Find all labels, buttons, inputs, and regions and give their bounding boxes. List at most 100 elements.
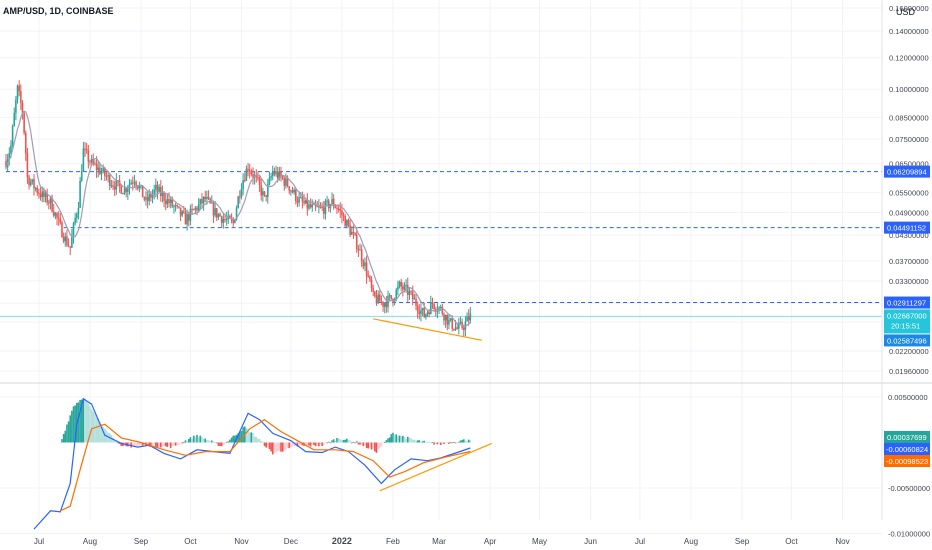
- moving-average-line: [5, 110, 471, 328]
- candle-body: [362, 261, 365, 267]
- price-tick-label: 0.07500000: [889, 135, 929, 144]
- candle-body: [410, 291, 412, 293]
- histogram-bar: [438, 442, 440, 444]
- histogram-bar: [248, 432, 251, 443]
- histogram-bar: [263, 442, 266, 447]
- candle-body: [16, 85, 19, 100]
- histogram-bar: [99, 422, 101, 443]
- candle-body: [416, 305, 419, 312]
- macd-trendline-segment[interactable]: [379, 442, 492, 492]
- histogram-bar: [155, 442, 157, 447]
- histogram-bar: [420, 441, 422, 443]
- candle-body: [10, 145, 12, 153]
- histogram-bar: [173, 442, 175, 446]
- histogram-bar: [191, 438, 193, 443]
- candle-body: [44, 193, 47, 197]
- candle-body: [456, 327, 458, 329]
- candle-body: [131, 182, 134, 184]
- candle-body: [166, 199, 169, 204]
- candle-body: [5, 161, 7, 168]
- histogram-bar: [467, 439, 470, 443]
- level-3-label-bg: [884, 296, 930, 309]
- candle-body: [169, 199, 172, 203]
- histogram-bar: [326, 442, 328, 444]
- candle-body: [276, 171, 279, 179]
- macd-trendline[interactable]: [379, 442, 492, 492]
- candle-body: [263, 191, 266, 196]
- histogram-bar: [255, 437, 258, 443]
- histogram-bar: [332, 439, 335, 443]
- candle-body: [369, 276, 371, 280]
- histogram-bar: [90, 409, 93, 443]
- time-tick-label: Jul: [34, 537, 44, 546]
- histogram-bar: [202, 438, 205, 443]
- time-tick-label: Nov: [234, 537, 248, 546]
- price-tick-label: 0.16000000: [889, 4, 929, 13]
- price-tick-label: 0.10000000: [889, 85, 929, 94]
- candle-body: [173, 206, 175, 208]
- candle-body: [355, 234, 358, 250]
- candle-body: [224, 218, 226, 220]
- candle-body: [66, 236, 68, 246]
- histogram-bar: [458, 441, 460, 443]
- histogram-bar: [278, 442, 281, 452]
- histogram-bar: [428, 441, 430, 443]
- price-tick-label: 0.12000000: [889, 54, 929, 63]
- candle-body: [306, 199, 309, 209]
- candle-body: [451, 318, 454, 329]
- candle-body: [74, 218, 76, 224]
- histogram-bar: [397, 436, 399, 443]
- histogram-bar: [299, 442, 302, 446]
- candle-body: [397, 286, 399, 290]
- histogram-bar: [342, 439, 345, 443]
- histogram-bar: [321, 442, 323, 447]
- candle-body: [250, 172, 253, 175]
- price-trendline[interactable]: [373, 318, 482, 341]
- signal-value-bg: [884, 455, 930, 467]
- candle-body: [107, 175, 109, 177]
- candle-body: [155, 184, 157, 190]
- candle-body: [127, 188, 129, 192]
- candle-body: [29, 181, 32, 186]
- candle-body: [346, 220, 348, 227]
- level-2-label-bg: [884, 221, 930, 234]
- candle-body: [286, 178, 289, 187]
- histogram-bar: [451, 442, 454, 444]
- histogram-bar: [242, 427, 244, 443]
- macd-line: [33, 397, 471, 530]
- candle-body: [24, 132, 27, 154]
- candle-body: [425, 314, 427, 318]
- candle-body: [367, 275, 370, 277]
- candle-body: [143, 197, 146, 200]
- horizontal-levels[interactable]: [6, 171, 882, 304]
- price-tick-label: 0.08500000: [889, 113, 929, 122]
- candle-body: [71, 235, 73, 248]
- histogram-bar: [100, 423, 103, 443]
- histogram-bar: [250, 432, 253, 443]
- histogram-bar: [80, 399, 83, 443]
- candle-body: [56, 213, 58, 218]
- candle-body: [138, 185, 141, 189]
- time-tick-label: Oct: [184, 537, 197, 546]
- candle-body: [359, 249, 361, 251]
- histogram-bar: [171, 442, 174, 447]
- macd-axis[interactable]: 0.00500000 -0.00500000 -0.01000000: [888, 393, 930, 539]
- histogram-bar: [406, 436, 409, 443]
- histogram-bar: [64, 430, 67, 443]
- candle-body: [318, 206, 320, 208]
- histogram-bar: [252, 433, 254, 443]
- candle-body: [319, 206, 322, 208]
- histogram-bar: [222, 442, 225, 445]
- histogram-bar: [336, 438, 338, 443]
- histogram-bar: [331, 440, 333, 443]
- price-trendline-segment[interactable]: [373, 318, 482, 341]
- histogram-bar: [387, 438, 389, 443]
- histogram-value-bg: [884, 431, 930, 443]
- candle-body: [322, 207, 325, 214]
- candle-body: [20, 91, 22, 103]
- candle-body: [206, 196, 208, 199]
- time-axis[interactable]: Jul Aug Sep Oct Nov Dec 2022 Feb Mar Apr May Jun Jul…: [34, 536, 850, 546]
- histogram-bar: [186, 441, 188, 443]
- histogram-bar: [423, 440, 426, 443]
